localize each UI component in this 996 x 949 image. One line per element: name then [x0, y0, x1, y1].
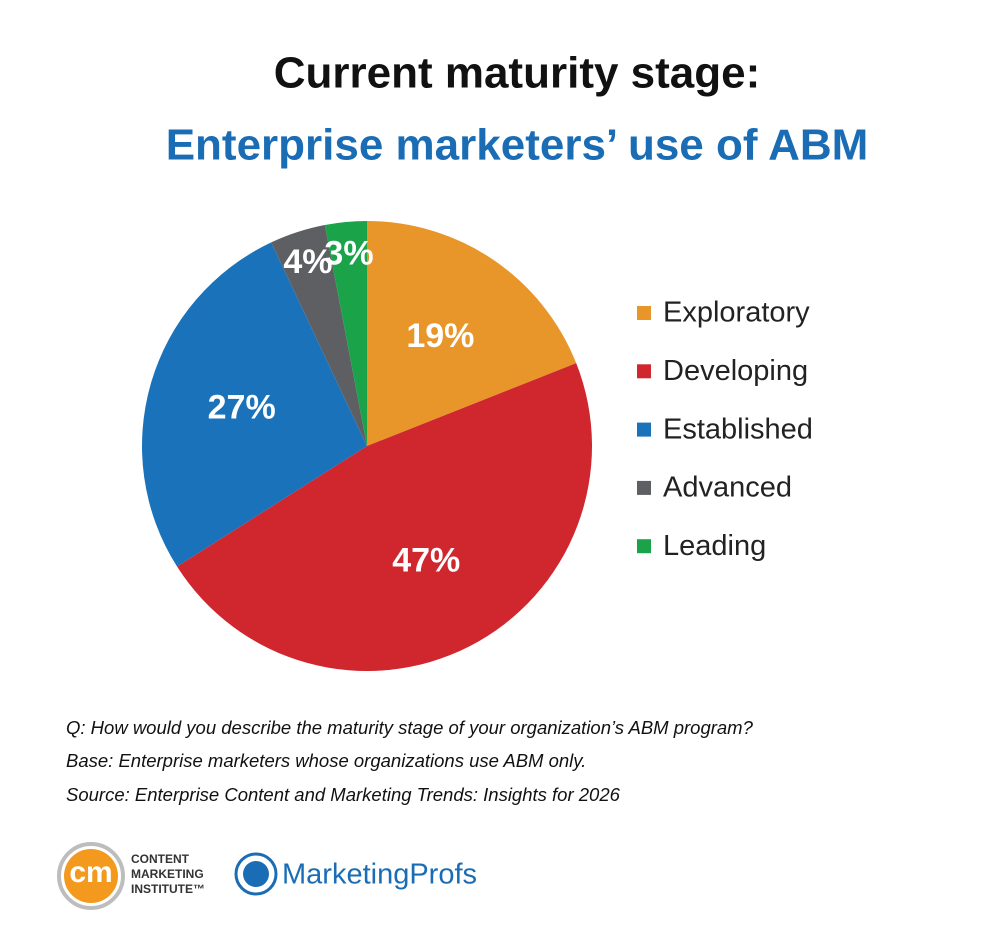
logo-text: MarketingProfs: [282, 859, 477, 891]
value-label: 27%: [208, 389, 276, 427]
logo-disc: [64, 849, 118, 903]
pie-slice: [324, 221, 367, 446]
logo-text: CONTENT: [131, 852, 190, 866]
legend-swatch: [637, 364, 651, 379]
pie-slice: [142, 242, 367, 567]
legend-label: Advanced: [663, 472, 792, 504]
legend-swatch: [637, 422, 651, 437]
legend-swatch: [637, 480, 651, 495]
logo-mark: cm: [69, 856, 112, 889]
legend-label: Developing: [663, 355, 808, 387]
value-label: 4%: [283, 243, 332, 281]
legend-swatch: [637, 539, 651, 554]
value-label: 3%: [324, 235, 373, 273]
logo-text: MARKETING: [131, 867, 204, 881]
chart-title: Current maturity stage:: [274, 49, 761, 98]
pie-slice: [271, 224, 367, 446]
logo-icon: [243, 861, 269, 887]
value-label: 47%: [392, 541, 460, 579]
note: Q: How would you describe the maturity s…: [66, 717, 754, 738]
value-label: 19%: [406, 317, 474, 355]
chart-subtitle: Enterprise marketers’ use of ABM: [166, 121, 869, 170]
legend-swatch: [637, 306, 651, 320]
note: Base: Enterprise marketers whose organiz…: [66, 750, 586, 771]
logo-text: INSTITUTE™: [131, 882, 205, 896]
pie-slice: [177, 363, 592, 671]
cmi-logo: cm CONTENT MARKETING INSTITUTE™: [57, 842, 205, 910]
pie-slice: [367, 221, 577, 446]
legend-label: Exploratory: [663, 297, 810, 329]
legend-label: Established: [663, 413, 813, 445]
note: Source: Enterprise Content and Marketing…: [66, 784, 621, 805]
mp-logo: MarketingProfs: [234, 852, 477, 896]
legend-label: Leading: [663, 530, 766, 562]
